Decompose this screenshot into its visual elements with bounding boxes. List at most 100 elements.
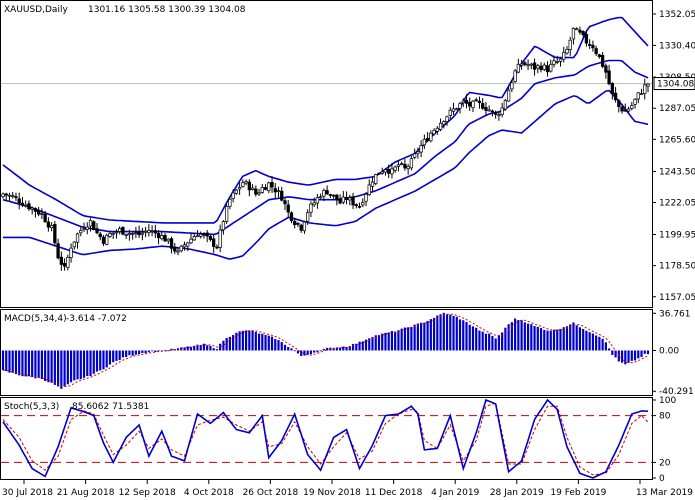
candle-body	[14, 196, 18, 198]
price-panel-title: XAUUSD,Daily	[4, 5, 68, 15]
candle-body	[338, 199, 342, 204]
macd-bar	[277, 339, 280, 351]
stoch-plot-area	[1, 398, 652, 479]
macd-bar	[206, 345, 209, 351]
price-y-tick-label: 1352.05	[659, 10, 695, 20]
candle	[59, 251, 63, 271]
candle	[283, 198, 287, 211]
candle	[477, 96, 482, 109]
candle-body	[254, 188, 258, 195]
candle	[95, 223, 99, 235]
candle-body	[341, 196, 345, 203]
candle-body	[461, 100, 465, 103]
macd-bar	[442, 312, 445, 351]
macd-bar	[552, 329, 556, 351]
candle	[186, 241, 190, 252]
macd-bar	[445, 314, 449, 351]
candle	[442, 120, 446, 129]
x-tick-label: 11 Dec 2018	[365, 488, 423, 498]
candle-body	[562, 51, 566, 60]
price-y-tick-label: 1330.40	[659, 41, 695, 51]
current-price-marker: 1304.08	[653, 77, 695, 91]
x-tick-label: 26 Oct 2018	[243, 488, 299, 498]
candle-body	[351, 196, 355, 206]
candle	[552, 55, 556, 68]
candle	[390, 163, 394, 179]
price-y-tick-label: 1222.05	[659, 199, 695, 209]
candle	[231, 189, 235, 203]
macd-bar	[40, 350, 43, 380]
candle-body	[111, 232, 115, 235]
candle-body	[62, 263, 67, 267]
candle-body	[607, 70, 611, 85]
candle	[79, 226, 83, 237]
candle-body	[487, 109, 491, 112]
candle	[422, 134, 427, 150]
macd-panel[interactable]: 36.761 0.00 -40.291 MACD(5,34,4) -3.614 -7…	[0, 309, 694, 397]
candle	[273, 182, 277, 199]
macd-bar	[228, 336, 231, 351]
price-y-tick-label: 1157.05	[659, 293, 695, 303]
macd-bar	[633, 350, 637, 361]
candle	[328, 193, 333, 198]
candle-body	[30, 207, 34, 210]
candle	[280, 186, 284, 202]
macd-bar	[290, 348, 293, 351]
macd-bar	[562, 327, 565, 351]
x-tick-label: 21 Aug 2018	[57, 488, 115, 498]
macd-bar	[89, 350, 92, 377]
macd-bar	[381, 333, 384, 351]
macd-bar	[300, 350, 303, 356]
candle	[639, 88, 644, 95]
candle	[150, 225, 154, 237]
candle-body	[280, 190, 284, 201]
macd-bar	[322, 348, 325, 351]
candle	[241, 179, 245, 188]
candle-body	[250, 187, 255, 190]
candle	[286, 200, 290, 217]
macd-bar	[157, 350, 160, 352]
candle	[140, 227, 145, 241]
candle-body	[231, 192, 235, 199]
candle-body	[500, 107, 504, 116]
candle-body	[565, 49, 569, 54]
macd-bar	[488, 333, 491, 351]
price-panel[interactable]: 1352.051330.401308.501287.051265.601243.…	[0, 0, 695, 308]
candle-body	[312, 202, 316, 206]
macd-bar	[520, 320, 523, 351]
macd-bar	[254, 331, 257, 351]
candle-body	[344, 197, 349, 201]
stoch-panel[interactable]: 100 80 20 0 Stoch(5,3,3) 85.6062 71.5381	[0, 396, 677, 484]
candle-body	[429, 132, 433, 142]
candle	[92, 220, 96, 231]
macd-bar	[549, 330, 552, 351]
candle-body	[519, 63, 524, 66]
macd-bar	[475, 327, 478, 351]
candle	[383, 168, 388, 176]
macd-bar	[436, 315, 439, 351]
candle	[545, 61, 550, 77]
candle	[228, 197, 232, 210]
macd-bar	[24, 350, 27, 377]
macd-bar	[99, 350, 102, 371]
candle-body	[33, 208, 38, 212]
macd-bar	[303, 350, 306, 356]
candle	[419, 140, 423, 158]
macd-bar	[73, 350, 76, 381]
macd-bar	[458, 319, 462, 351]
candle	[630, 101, 634, 111]
macd-bar	[351, 343, 355, 351]
candle-body	[387, 169, 391, 174]
candle-body	[442, 121, 446, 125]
macd-bar	[507, 324, 510, 351]
candle-body	[195, 235, 200, 238]
macd-bar	[21, 350, 24, 377]
candle-body	[425, 138, 430, 141]
macd-bar	[494, 338, 497, 351]
candle-body	[549, 63, 553, 72]
candle	[513, 68, 517, 84]
stoch-y-tick-label: 100	[659, 396, 676, 406]
macd-bar	[251, 330, 254, 351]
macd-bar	[118, 350, 121, 361]
